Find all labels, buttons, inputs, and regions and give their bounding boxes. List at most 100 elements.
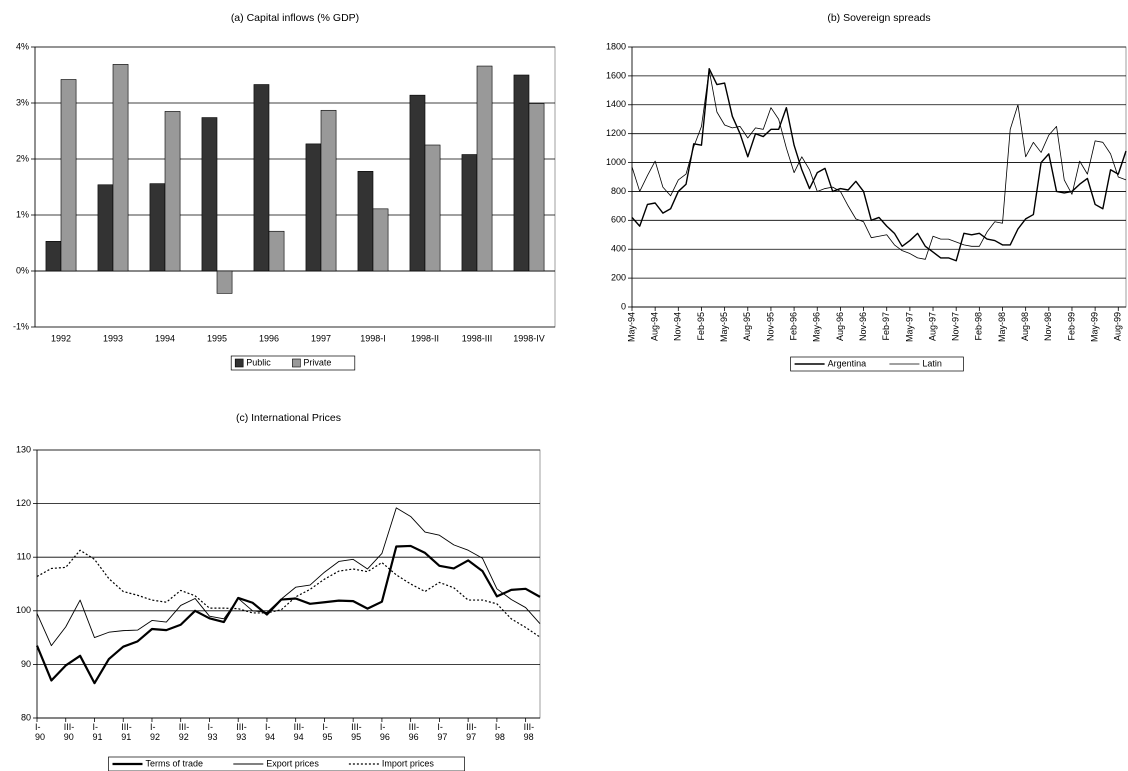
x-tick-label: Nov-95 (765, 312, 775, 341)
x-tick-label: III-93 (236, 722, 247, 742)
x-tick-label: 1997 (311, 333, 331, 343)
x-tick-label: Aug-98 (1020, 312, 1030, 341)
chart-title: (c) International Prices (236, 412, 341, 424)
legend: Argentina Latin (790, 356, 964, 372)
x-tick-label-line: III- (351, 722, 362, 732)
y-tick-label: 1800 (606, 41, 626, 51)
bar (424, 144, 441, 272)
y-tick-label: 1400 (606, 99, 626, 109)
bar (201, 117, 218, 272)
legend-label: Public (246, 357, 271, 367)
series-line (36, 549, 541, 638)
x-tick-label: 1996 (259, 333, 279, 343)
bar (97, 184, 114, 272)
bar (357, 171, 374, 272)
x-tick-label: I-90 (35, 722, 45, 742)
chart-title: (a) Capital inflows (% GDP) (231, 12, 359, 24)
x-tick-label-line: III- (121, 722, 132, 732)
x-tick-label: Aug-95 (742, 312, 752, 341)
x-tick-label: Nov-98 (1043, 312, 1053, 341)
x-tick-label: III-90 (64, 722, 75, 742)
series-line (631, 69, 1127, 260)
legend-label: Import prices (382, 758, 435, 768)
bar (320, 109, 337, 272)
x-tick-label: 1998-II (411, 333, 439, 343)
y-tick-label: 3% (16, 97, 29, 107)
x-tick-label: I-96 (380, 722, 390, 742)
x-tick-label: III-98 (524, 722, 535, 742)
legend-frame (108, 756, 465, 771)
x-tick-label: III-94 (294, 722, 305, 742)
x-tick-label-line: I- (437, 722, 443, 732)
x-tick-label-line: III- (179, 722, 190, 732)
x-tick-label: 1998-I (360, 333, 386, 343)
x-tick-label-line: I- (495, 722, 501, 732)
x-tick-label: III-96 (409, 722, 420, 742)
x-tick-label: May-95 (719, 312, 729, 342)
bar (409, 94, 426, 272)
legend-swatch (234, 358, 244, 368)
bar (461, 154, 478, 272)
legend-frame (790, 356, 964, 372)
x-tick-label: I-97 (437, 722, 447, 742)
x-tick-label: Feb-96 (788, 312, 798, 341)
y-tick-label: -1% (13, 321, 29, 331)
x-tick-label-line: 95 (322, 732, 332, 742)
x-tick-label: Nov-97 (951, 312, 961, 341)
x-tick-label-line: I- (265, 722, 271, 732)
x-tick-label-line: III- (294, 722, 305, 732)
x-tick-label: Nov-94 (673, 312, 683, 341)
x-tick-label-line: 94 (294, 732, 304, 742)
y-tick-label: 0% (16, 265, 29, 275)
bar (149, 183, 166, 272)
legend: Terms of trade Export prices Import prices (108, 756, 465, 771)
x-tick-label-line: 97 (437, 732, 447, 742)
bar (528, 103, 545, 272)
series-line (36, 507, 541, 647)
x-tick-label-line: I- (207, 722, 213, 732)
bar (253, 84, 270, 272)
x-tick-label: Nov-96 (858, 312, 868, 341)
x-tick-label-line: III- (524, 722, 535, 732)
x-tick-label: May-96 (812, 312, 822, 342)
x-tick-label-line: 92 (150, 732, 160, 742)
x-tick-label-line: 91 (92, 732, 102, 742)
y-tick-label: 800 (611, 186, 626, 196)
legend-label: Terms of trade (146, 758, 204, 768)
x-tick-label-line: 98 (495, 732, 505, 742)
plot-frame (631, 46, 1127, 308)
bar (216, 270, 233, 294)
y-tick-label: 80 (21, 712, 31, 722)
x-tick-label-line: 97 (466, 732, 476, 742)
legend-label: Export prices (266, 758, 319, 768)
y-tick-label: 0 (621, 301, 626, 311)
x-tick-label-line: 93 (207, 732, 217, 742)
x-tick-label: Aug-97 (927, 312, 937, 341)
x-tick-label-line: 96 (409, 732, 419, 742)
x-tick-label-line: I- (35, 722, 41, 732)
series-line (35, 544, 541, 685)
y-tick-label: 2% (16, 153, 29, 163)
plot-frame (36, 449, 541, 719)
y-tick-label: 600 (611, 215, 626, 225)
x-tick-label-line: 90 (35, 732, 45, 742)
x-tick-label: May-97 (904, 312, 914, 342)
x-tick-label-line: III- (64, 722, 75, 732)
bar (45, 241, 62, 272)
x-tick-label: III-91 (121, 722, 132, 742)
y-tick-label: 200 (611, 272, 626, 282)
x-tick-label: Feb-98 (974, 312, 984, 341)
bar (305, 143, 322, 272)
x-tick-label: Feb-99 (1066, 312, 1076, 341)
x-tick-label-line: III- (409, 722, 420, 732)
bar (372, 208, 389, 272)
x-tick-label-line: III- (236, 722, 247, 732)
x-tick-label: I-94 (265, 722, 275, 742)
bar (60, 79, 77, 272)
series-line (631, 67, 1127, 262)
y-tick-label: 4% (16, 41, 29, 51)
x-tick-label-line: III- (466, 722, 477, 732)
y-tick-label: 1% (16, 209, 29, 219)
bar (164, 111, 181, 272)
x-tick-label: Aug-99 (1113, 312, 1123, 341)
